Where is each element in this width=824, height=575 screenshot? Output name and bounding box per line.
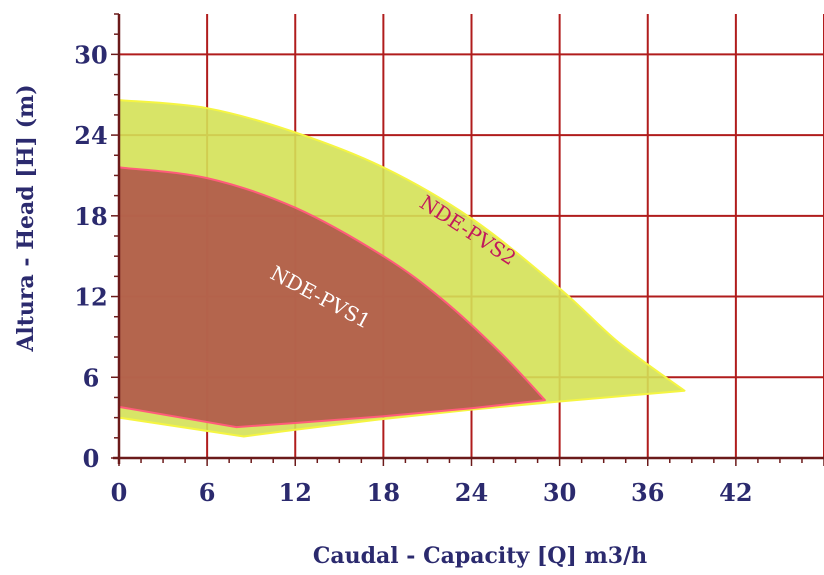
x-tick-label: 6 bbox=[199, 478, 216, 507]
y-tick-label: 30 bbox=[74, 40, 107, 69]
x-tick-label: 24 bbox=[455, 478, 488, 507]
performance-areas bbox=[119, 100, 685, 436]
x-tick-label: 36 bbox=[631, 478, 664, 507]
y-tick-label: 6 bbox=[83, 363, 100, 392]
y-tick-label: 18 bbox=[74, 202, 107, 231]
y-axis-title: Altura - Head [H] (m) bbox=[13, 84, 39, 352]
x-tick-label: 30 bbox=[543, 478, 576, 507]
x-tick-label: 18 bbox=[367, 478, 400, 507]
y-tick-label: 12 bbox=[74, 283, 107, 312]
x-tick-label: 12 bbox=[279, 478, 312, 507]
x-axis-title: Caudal - Capacity [Q] m3/h bbox=[313, 543, 647, 569]
y-tick-label: 0 bbox=[83, 444, 100, 473]
x-tick-label: 0 bbox=[111, 478, 128, 507]
y-tick-label: 24 bbox=[74, 121, 107, 150]
x-tick-label: 42 bbox=[719, 478, 752, 507]
